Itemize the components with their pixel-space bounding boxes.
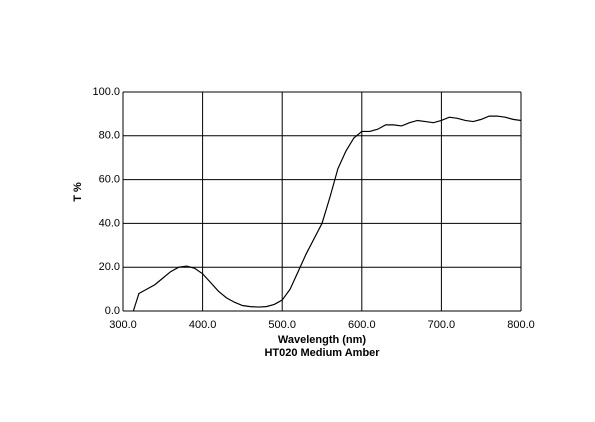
x-tick-label: 500.0: [268, 319, 296, 331]
y-tick-label: 0.0: [105, 305, 120, 317]
x-tick-label: 300.0: [109, 319, 137, 331]
y-tick-label: 60.0: [99, 174, 120, 186]
y-tick-label: 100.0: [92, 86, 120, 98]
data-line: [132, 115, 522, 312]
y-axis-label: T %: [72, 182, 84, 202]
y-tick-label: 80.0: [99, 130, 120, 142]
x-tick-label: 700.0: [428, 319, 456, 331]
x-tick-label: 600.0: [348, 319, 376, 331]
chart-title: HT020 Medium Amber: [264, 347, 380, 359]
x-tick-label: 800.0: [507, 319, 535, 331]
y-tick-label: 40.0: [99, 217, 120, 229]
y-tick-label: 20.0: [99, 261, 120, 273]
x-tick-label: 400.0: [189, 319, 217, 331]
x-axis-label: Wavelength (nm): [278, 334, 367, 346]
